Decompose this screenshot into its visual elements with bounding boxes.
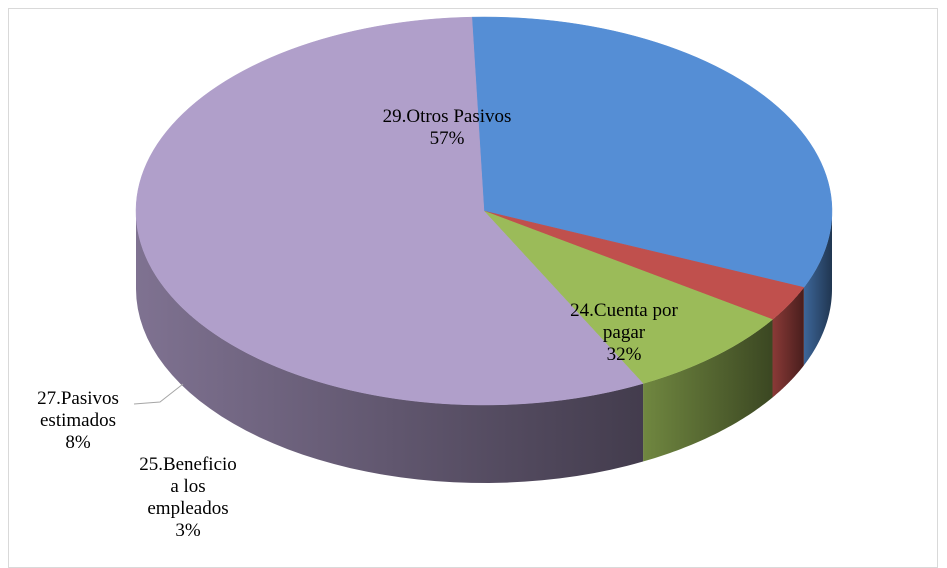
pie-slice-1 <box>483 210 805 320</box>
slice-percent-label: 8% <box>65 432 91 453</box>
slice-percent-label: 57% <box>430 128 465 149</box>
slice-category-label: estimados <box>40 410 116 431</box>
slice-percent-label: 32% <box>607 344 642 365</box>
slice-category-label: 24.Cuenta por <box>570 300 678 321</box>
pie-slice-2 <box>483 210 774 384</box>
slice-category-label: a los <box>170 476 205 497</box>
slice-category-label: 29.Otros Pasivos <box>383 106 512 127</box>
slice-category-label: pagar <box>603 322 646 343</box>
pie-side-3 <box>136 211 644 483</box>
slice-percent-label: 3% <box>175 520 201 541</box>
slice-category-label: 25.Beneficio <box>139 454 237 475</box>
pie-side-1 <box>772 287 804 398</box>
leader-line-pasivos <box>133 383 184 405</box>
slice-category-label: 27.Pasivos <box>37 388 119 409</box>
pie-side-2 <box>643 319 773 462</box>
pie-slice-3 <box>135 16 644 406</box>
pie-slice-0 <box>471 16 833 288</box>
pie-side-0 <box>803 211 832 366</box>
slice-category-label: empleados <box>147 498 228 519</box>
